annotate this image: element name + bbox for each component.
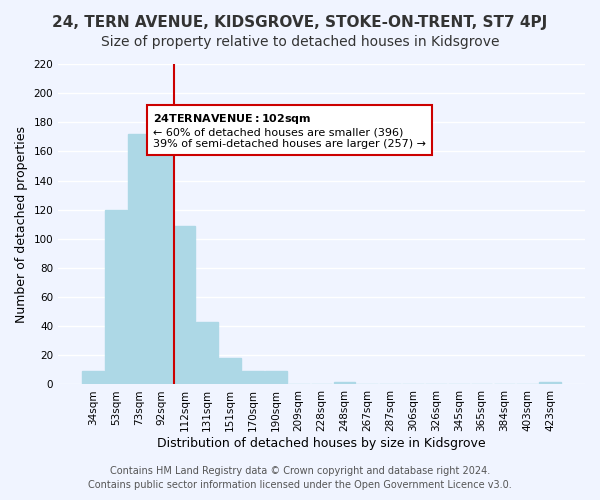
Bar — [105, 210, 127, 384]
Bar — [219, 358, 241, 384]
Bar — [128, 134, 149, 384]
Y-axis label: Number of detached properties: Number of detached properties — [15, 126, 28, 322]
Bar — [265, 372, 287, 384]
Text: Size of property relative to detached houses in Kidsgrove: Size of property relative to detached ho… — [101, 35, 499, 49]
Bar — [196, 322, 218, 384]
Bar — [82, 372, 104, 384]
X-axis label: Distribution of detached houses by size in Kidsgrove: Distribution of detached houses by size … — [157, 437, 486, 450]
Bar — [242, 372, 264, 384]
Text: $\bf{24 TERN AVENUE: 102sqm}$
← 60% of detached houses are smaller (396)
39% of : $\bf{24 TERN AVENUE: 102sqm}$ ← 60% of d… — [153, 112, 426, 150]
Text: Contains HM Land Registry data © Crown copyright and database right 2024.
Contai: Contains HM Land Registry data © Crown c… — [88, 466, 512, 490]
Bar — [173, 226, 195, 384]
Bar — [334, 382, 355, 384]
Bar — [539, 382, 561, 384]
Text: 24, TERN AVENUE, KIDSGROVE, STOKE-ON-TRENT, ST7 4PJ: 24, TERN AVENUE, KIDSGROVE, STOKE-ON-TRE… — [52, 15, 548, 30]
Bar — [151, 137, 172, 384]
